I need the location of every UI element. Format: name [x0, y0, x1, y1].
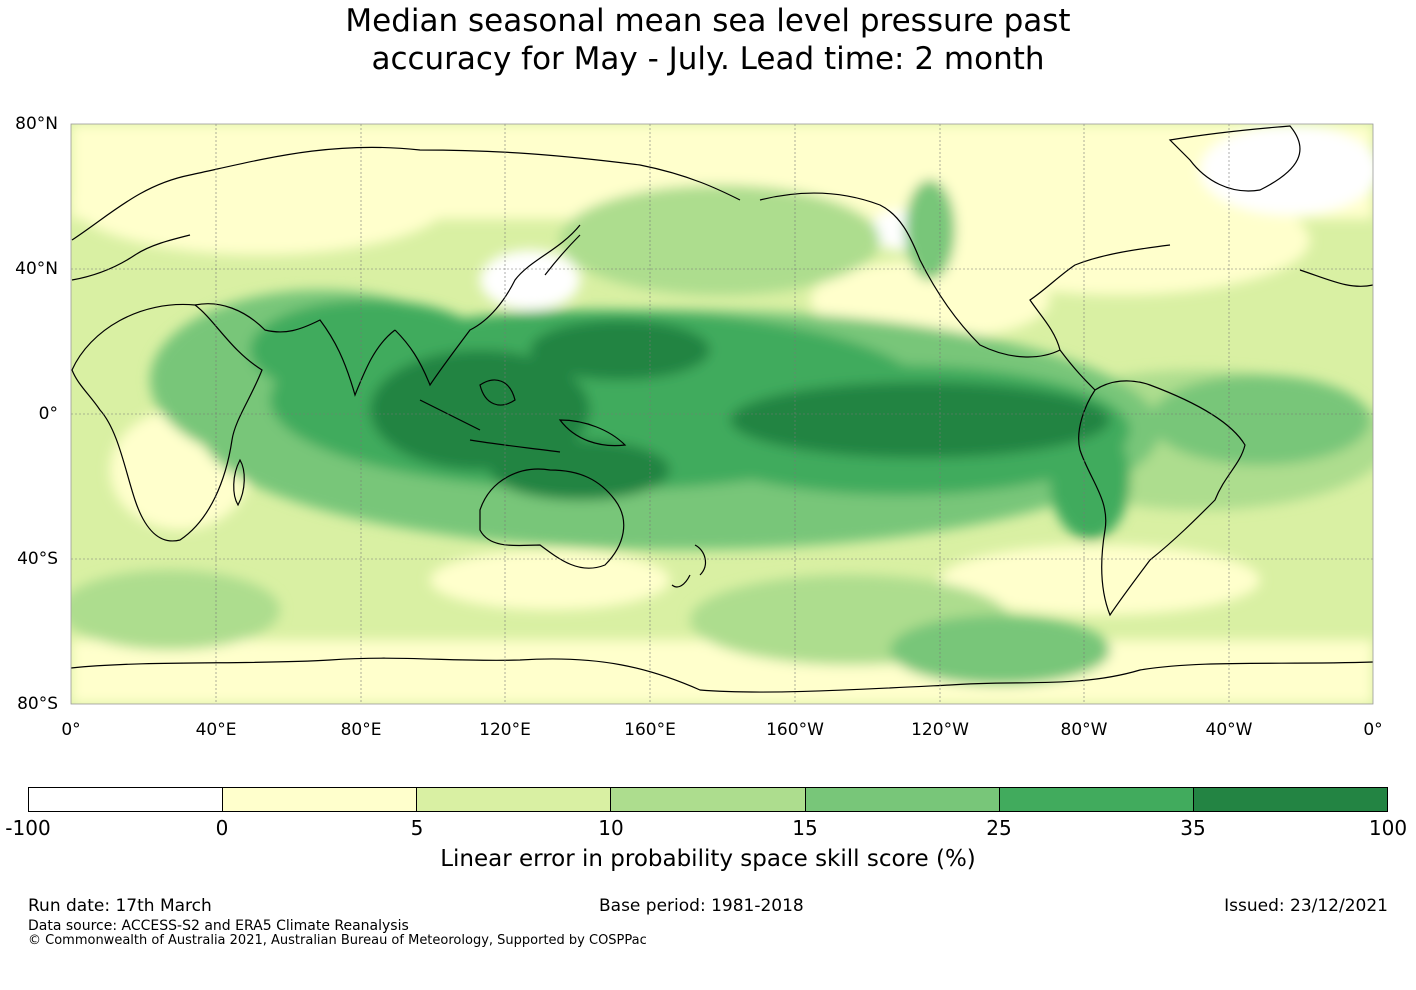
colorbar-label: Linear error in probability space skill …	[440, 846, 976, 872]
graticule	[71, 124, 1373, 704]
region-greenland	[1200, 125, 1373, 215]
region-south-polar	[71, 640, 1373, 704]
colorbar-tick: 0	[215, 816, 229, 840]
lon-label-160e: 160°E	[624, 720, 676, 740]
lat-label-80s: 80°S	[17, 694, 58, 714]
lon-label-40w: 40°W	[1205, 720, 1253, 740]
coast-greenland	[1168, 125, 1301, 192]
colorbar-tick: 100	[1368, 816, 1408, 840]
coast-antarctica	[71, 657, 1373, 693]
colorbar-segment	[223, 788, 418, 811]
colorbar-segment	[417, 788, 612, 811]
chart-title: Median seasonal mean sea level pressure …	[0, 2, 1416, 78]
region-west-north-america	[905, 180, 955, 280]
region-eurasia	[71, 145, 450, 255]
coastlines	[71, 125, 1373, 693]
coast-japan	[544, 234, 581, 276]
coast-south-america	[1059, 349, 1246, 617]
region-philippine-sea	[530, 320, 710, 380]
colorbar-tick: -100	[5, 816, 51, 840]
coast-new-guinea	[558, 419, 627, 447]
coast-north-america	[759, 192, 1171, 358]
colorbar-segment	[29, 788, 224, 811]
region-maritime-continent	[370, 350, 590, 470]
colorbar-tick: 25	[986, 816, 1012, 840]
colorbar-segment	[611, 788, 806, 811]
base-period: Base period: 1981-2018	[599, 896, 804, 916]
coast-europe	[71, 234, 1373, 287]
region-peru-chile	[1050, 420, 1130, 540]
title-line-1: Median seasonal mean sea level pressure …	[345, 3, 1071, 39]
coast-sumatra	[419, 399, 481, 431]
coast-east-asia	[394, 224, 581, 387]
copyright: © Commonwealth of Australia 2021, Austra…	[28, 933, 647, 948]
region-north-china	[480, 250, 580, 310]
lon-label-120e: 120°E	[479, 720, 531, 740]
region-southern-ocean-atlantic	[71, 570, 280, 650]
lat-label-40s: 40°S	[17, 549, 58, 569]
region-equatorial-east-pacific	[730, 382, 1110, 458]
region-equatorial-atlantic	[1150, 375, 1370, 465]
issued-date: Issued: 23/12/2021	[1224, 896, 1388, 916]
colorbar-segment	[999, 788, 1194, 811]
coast-eurasia-north	[71, 146, 741, 241]
colorbar-tick: 15	[792, 816, 818, 840]
region-north-pacific	[560, 185, 880, 295]
lon-label-0-east: 0°	[1363, 720, 1383, 740]
lon-label-160w: 160°W	[766, 720, 824, 740]
region-southern-indian	[430, 550, 670, 610]
map-frame	[70, 123, 1374, 705]
lon-label-80w: 80°W	[1060, 720, 1108, 740]
lat-label-80n: 80°N	[15, 114, 58, 134]
coast-south-asia	[194, 303, 396, 397]
colorbar-segment	[1193, 788, 1387, 811]
lon-label-40e: 40°E	[195, 720, 237, 740]
colorbar	[28, 787, 1388, 812]
coast-java	[469, 439, 561, 453]
title-line-2: accuracy for May - July. Lead time: 2 mo…	[371, 41, 1045, 77]
run-date: Run date: 17th March	[28, 896, 212, 916]
lat-label-0: 0°	[38, 404, 58, 424]
coast-madagascar	[233, 458, 245, 507]
lon-label-0-west: 0°	[61, 720, 81, 740]
lon-label-80e: 80°E	[340, 720, 382, 740]
colorbar-segment	[805, 788, 1000, 811]
lon-label-120w: 120°W	[911, 720, 969, 740]
data-source: Data source: ACCESS-S2 and ERA5 Climate …	[28, 918, 409, 934]
coast-africa	[71, 303, 263, 542]
region-southern-ocean-pacific	[890, 615, 1110, 685]
colorbar-tick: 35	[1180, 816, 1206, 840]
coast-borneo	[479, 379, 516, 406]
lat-label-40n: 40°N	[15, 259, 58, 279]
region-north-america	[930, 185, 1310, 295]
region-coral-sea	[490, 440, 670, 500]
colorbar-tick: 5	[410, 816, 424, 840]
coast-new-zealand	[671, 544, 707, 588]
region-south-atlantic	[940, 545, 1260, 615]
colorbar-tick: 10	[598, 816, 624, 840]
coast-australia	[479, 468, 625, 569]
